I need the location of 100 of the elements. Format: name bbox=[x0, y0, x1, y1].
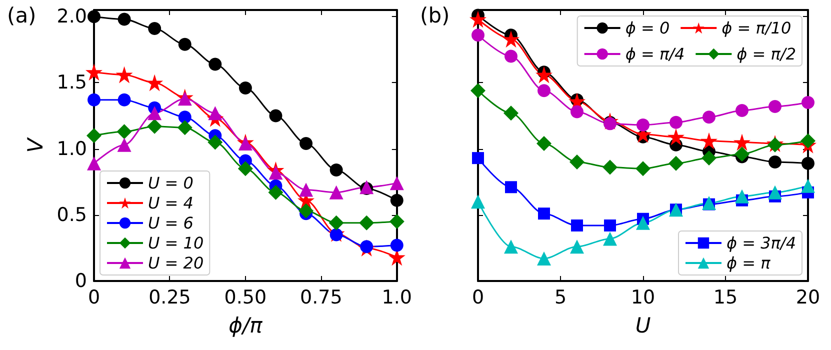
point bbox=[87, 156, 101, 170]
point bbox=[702, 110, 716, 124]
point bbox=[505, 181, 517, 194]
legend-label: ϕ = 0 bbox=[625, 18, 670, 38]
legend-label: ϕ = 3π/4 bbox=[726, 234, 796, 252]
chart-title: (b) bbox=[420, 4, 450, 28]
point bbox=[238, 136, 252, 151]
point bbox=[390, 176, 404, 190]
point bbox=[147, 118, 162, 134]
point bbox=[269, 109, 282, 122]
y-tick-label: 0.5 bbox=[56, 204, 87, 226]
point bbox=[504, 50, 518, 63]
point bbox=[86, 64, 102, 81]
point bbox=[208, 58, 222, 71]
point bbox=[700, 132, 718, 150]
point bbox=[702, 150, 716, 166]
point bbox=[538, 208, 550, 220]
point bbox=[88, 93, 100, 106]
point bbox=[538, 84, 550, 98]
point bbox=[238, 82, 252, 94]
point bbox=[146, 74, 164, 92]
point bbox=[300, 137, 313, 150]
x-tick-label: 0.25 bbox=[148, 286, 191, 308]
legend-label: U = 10 bbox=[148, 234, 204, 252]
y-tick-label: 1.0 bbox=[56, 138, 87, 160]
point bbox=[178, 38, 192, 51]
legend-label: ϕ = π/4 bbox=[625, 44, 685, 64]
y-tick-label: 2.0 bbox=[56, 6, 87, 28]
y-tick-label: 0 bbox=[74, 270, 87, 292]
point bbox=[536, 136, 552, 152]
point bbox=[208, 134, 223, 150]
point bbox=[118, 12, 131, 26]
point bbox=[604, 219, 616, 232]
point bbox=[471, 194, 485, 209]
point bbox=[603, 232, 617, 246]
x-tick-label: 10 bbox=[630, 286, 656, 308]
point bbox=[768, 185, 782, 200]
point bbox=[734, 134, 750, 151]
legend-label: U = 20 bbox=[148, 254, 204, 272]
point bbox=[602, 160, 618, 175]
point bbox=[148, 106, 162, 120]
x-axis-title: ϕ/π bbox=[228, 314, 263, 338]
point bbox=[177, 120, 192, 136]
point bbox=[472, 152, 484, 164]
x-tick-label: 20 bbox=[796, 286, 820, 308]
legend-label: ϕ = π bbox=[726, 254, 771, 272]
point bbox=[178, 110, 192, 124]
point bbox=[118, 93, 131, 106]
point bbox=[668, 156, 684, 171]
y-axis-title: V bbox=[23, 136, 48, 153]
point bbox=[636, 161, 650, 176]
point bbox=[668, 128, 684, 146]
point bbox=[178, 92, 192, 106]
point bbox=[636, 118, 650, 132]
point bbox=[504, 240, 518, 254]
point bbox=[328, 215, 344, 230]
point bbox=[470, 83, 486, 98]
point bbox=[802, 96, 814, 110]
point bbox=[299, 182, 314, 197]
legend-label: U = 4 bbox=[148, 194, 194, 212]
point bbox=[800, 133, 816, 148]
chart-title: (a) bbox=[7, 4, 36, 28]
point bbox=[768, 100, 782, 113]
y-tick-label: 1.5 bbox=[56, 72, 87, 94]
x-tick-label: 1.0 bbox=[382, 286, 412, 308]
point bbox=[117, 138, 132, 152]
point bbox=[470, 10, 486, 28]
point bbox=[390, 238, 404, 252]
point bbox=[536, 66, 552, 84]
point bbox=[359, 215, 374, 230]
point bbox=[802, 156, 814, 170]
point bbox=[86, 128, 102, 144]
point bbox=[116, 66, 133, 84]
point bbox=[734, 146, 750, 162]
point bbox=[736, 104, 748, 117]
point bbox=[268, 184, 284, 200]
point bbox=[472, 28, 484, 42]
point bbox=[502, 30, 520, 48]
point bbox=[88, 10, 100, 24]
point bbox=[390, 194, 404, 207]
point bbox=[636, 216, 650, 230]
x-axis-title: U bbox=[635, 314, 651, 338]
point bbox=[670, 116, 682, 129]
x-tick-label: 15 bbox=[713, 286, 738, 308]
point bbox=[801, 178, 815, 193]
point bbox=[208, 106, 222, 120]
x-tick-label: 0.50 bbox=[224, 286, 267, 308]
point bbox=[570, 105, 584, 118]
x-tick-label: 0 bbox=[472, 286, 484, 308]
point bbox=[571, 219, 583, 232]
point bbox=[330, 163, 343, 176]
point bbox=[330, 228, 343, 242]
point bbox=[148, 22, 162, 36]
point bbox=[570, 154, 584, 170]
x-tick-label: 0.75 bbox=[300, 286, 342, 308]
x-tick-label: 5 bbox=[554, 286, 567, 308]
x-tick-label: 0 bbox=[88, 286, 100, 308]
legend-label: U = 6 bbox=[148, 214, 194, 232]
point bbox=[768, 156, 782, 169]
point bbox=[537, 252, 551, 266]
